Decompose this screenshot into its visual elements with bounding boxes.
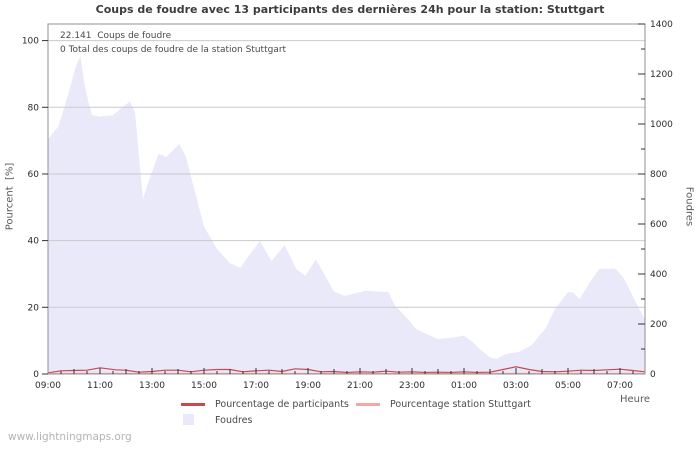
svg-text:01:00: 01:00 [451, 381, 477, 391]
svg-text:15:00: 15:00 [191, 381, 217, 391]
right-axis-title: Foudres [683, 186, 695, 227]
legend-item-foudres: Foudres [183, 414, 303, 428]
svg-text:21:00: 21:00 [347, 381, 373, 391]
svg-text:17:00: 17:00 [243, 381, 269, 391]
svg-text:0: 0 [33, 370, 39, 380]
participants-line [47, 366, 646, 374]
svg-text:40: 40 [28, 237, 40, 247]
station-line-swatch [356, 403, 380, 406]
foudres-area-swatch [183, 414, 194, 425]
legend-label-station: Pourcentage station Stuttgart [390, 399, 531, 410]
legend-label-participants: Pourcentage de participants [215, 399, 349, 410]
svg-text:19:00: 19:00 [295, 381, 321, 391]
legend-item-participants: Pourcentage de participants [181, 399, 356, 413]
svg-text:400: 400 [650, 270, 667, 280]
svg-text:100: 100 [22, 37, 39, 47]
legend-item-station: Pourcentage station Stuttgart [356, 399, 536, 413]
svg-text:1400: 1400 [650, 20, 673, 30]
svg-text:800: 800 [650, 170, 667, 180]
legend-label-foudres: Foudres [215, 415, 253, 426]
svg-text:20: 20 [28, 303, 40, 313]
svg-text:80: 80 [28, 103, 40, 113]
total-strikes-annotation: 22.141 Coups de foudre [60, 31, 172, 41]
svg-text:200: 200 [650, 320, 667, 330]
svg-text:11:00: 11:00 [87, 381, 113, 391]
svg-text:60: 60 [28, 170, 40, 180]
axis-ticks [42, 23, 645, 375]
svg-text:23:00: 23:00 [399, 381, 425, 391]
foudres-area [48, 56, 645, 374]
svg-text:600: 600 [650, 220, 667, 230]
tick-labels: 09:00 11:00 13:00 15:00 17:00 19:00 21:00 23:00… [22, 20, 673, 391]
chart-title: Coups de foudre avec 13 participants des… [95, 3, 605, 16]
left-axis-title: Pourcent [%] [4, 162, 16, 231]
svg-text:0: 0 [650, 370, 656, 380]
gridlines [48, 40, 645, 308]
svg-text:1200: 1200 [650, 70, 673, 80]
participants-line-swatch [181, 403, 205, 406]
station-total-annotation: 0 Total des coups de foudre de la statio… [60, 45, 287, 55]
svg-text:07:00: 07:00 [607, 381, 633, 391]
svg-text:13:00: 13:00 [139, 381, 165, 391]
svg-text:05:00: 05:00 [555, 381, 581, 391]
x-axis-title: Heure [619, 394, 650, 405]
svg-text:1000: 1000 [650, 120, 673, 130]
svg-text:03:00: 03:00 [503, 381, 529, 391]
svg-text:09:00: 09:00 [35, 381, 61, 391]
watermark: www.lightningmaps.org [8, 431, 132, 443]
